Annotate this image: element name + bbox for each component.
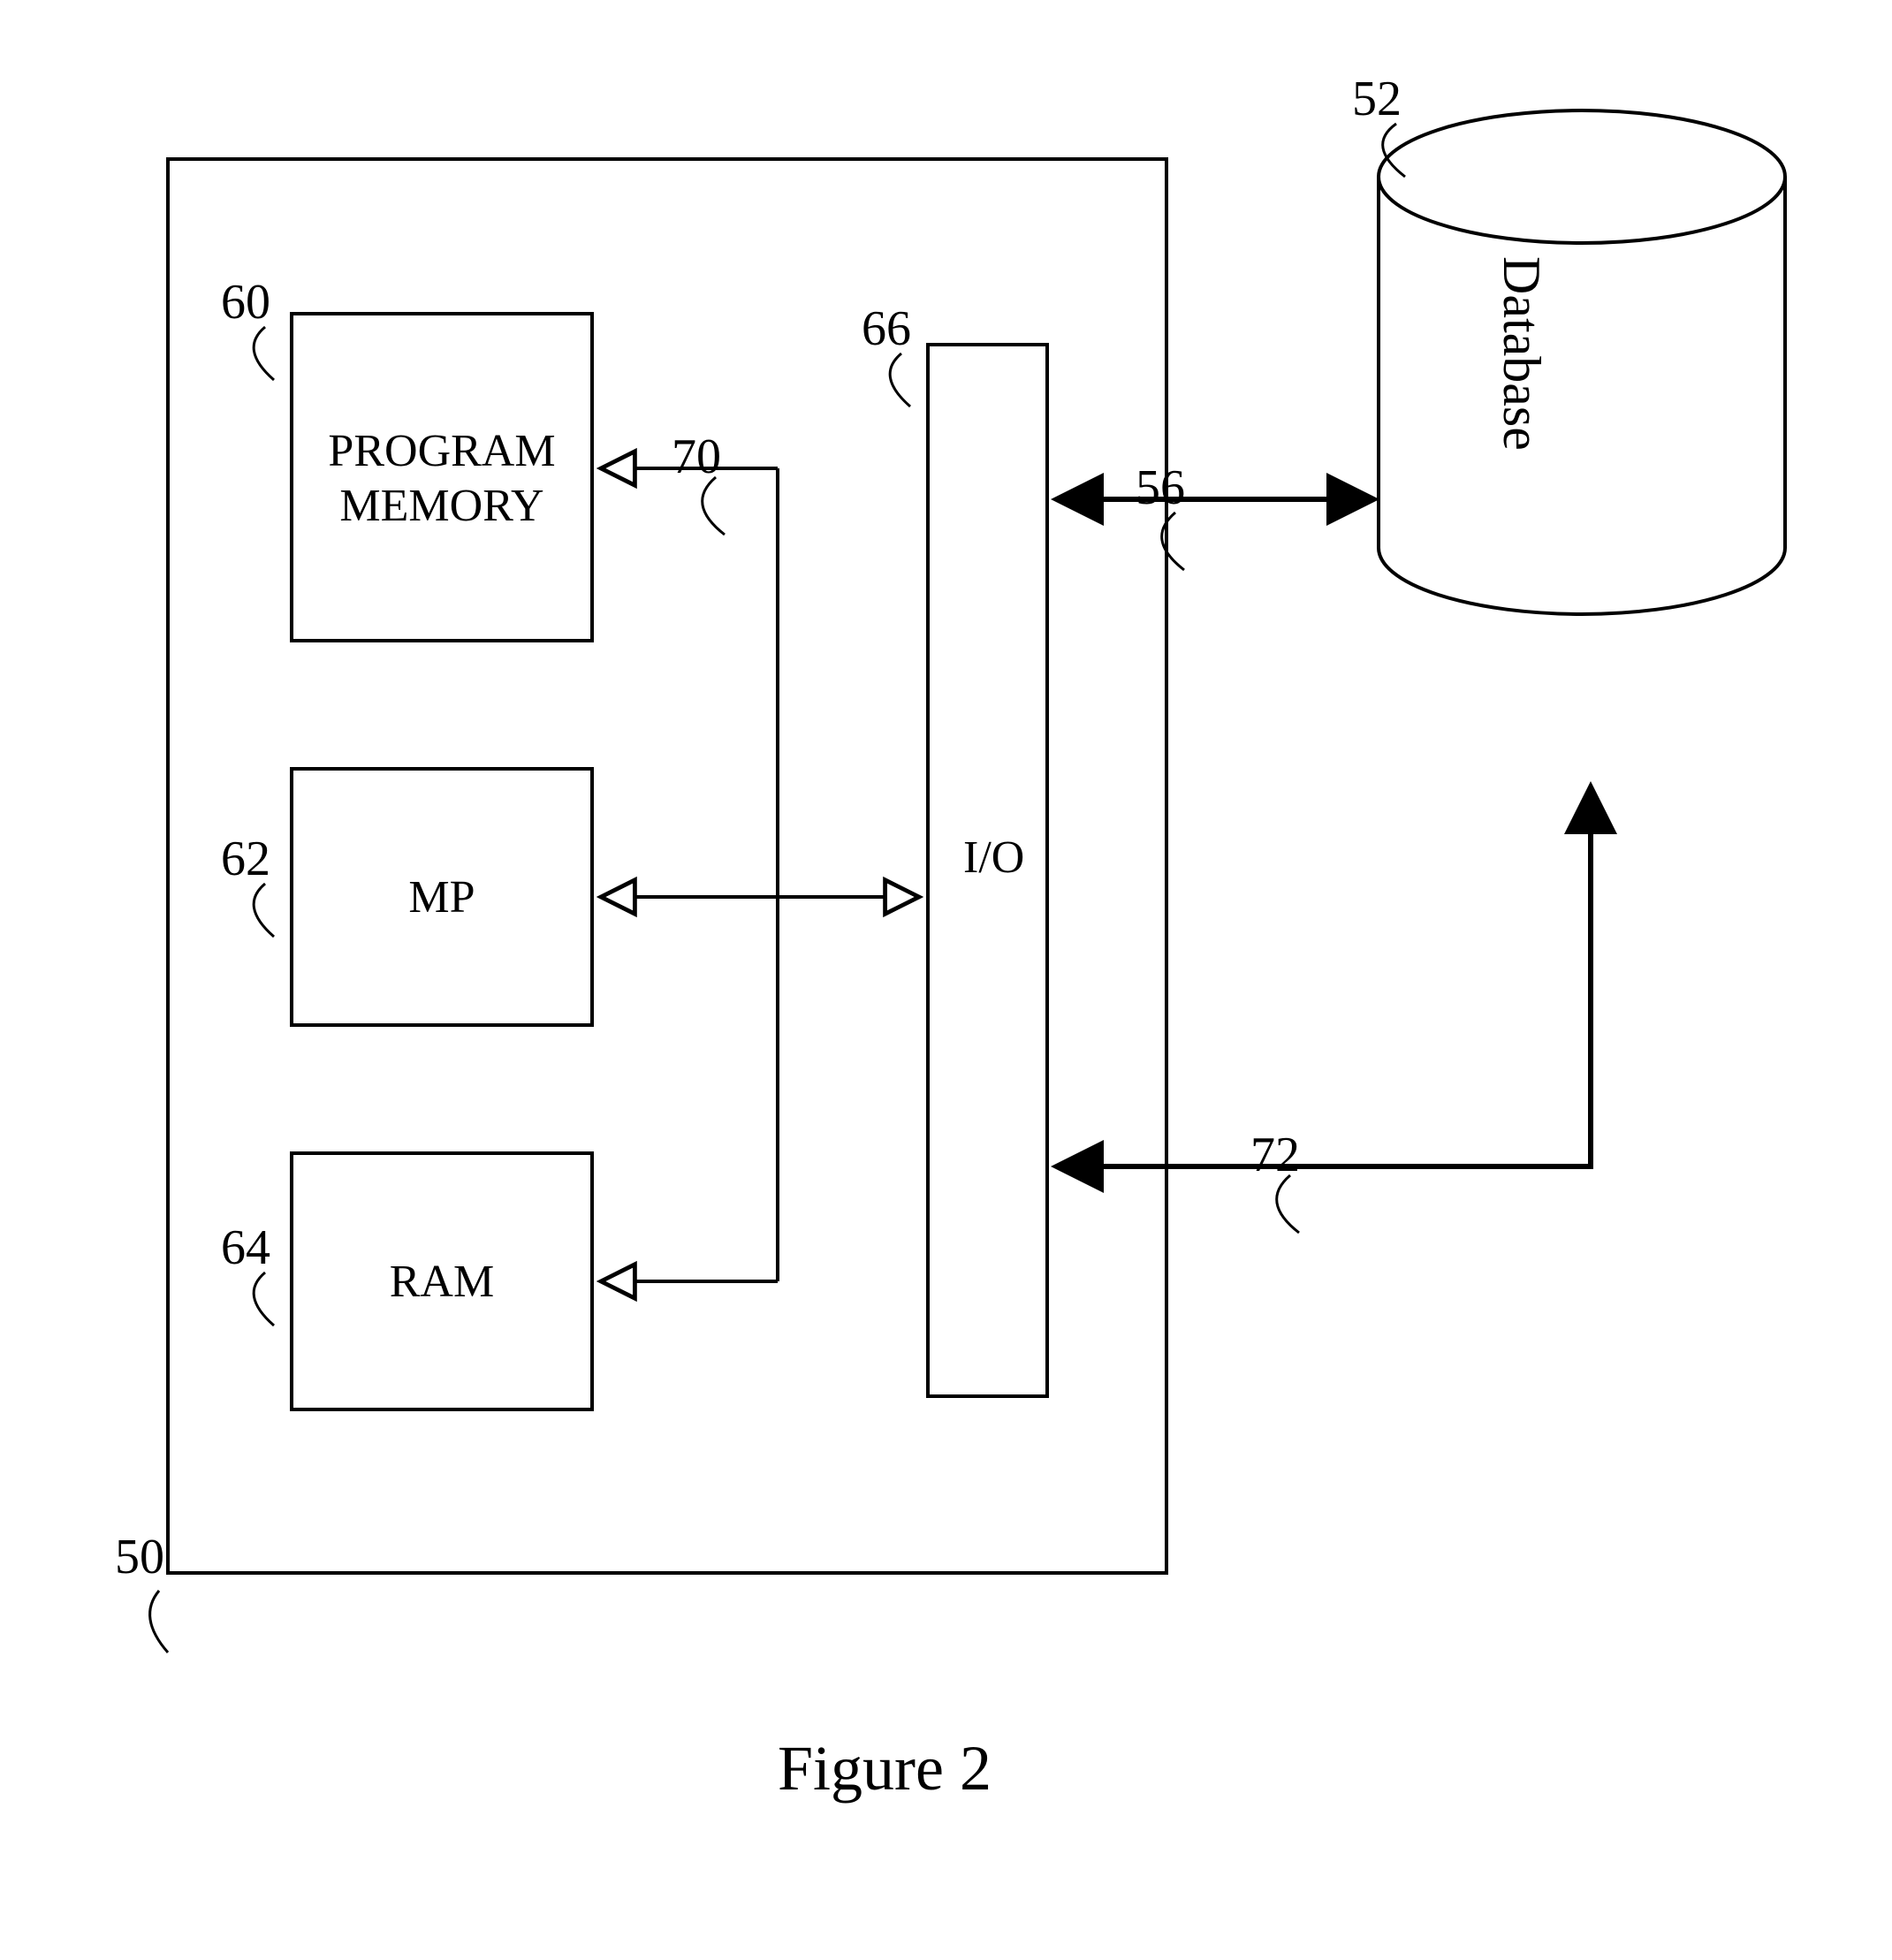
ram-label: RAM <box>292 1255 592 1310</box>
database-cylinder <box>1379 110 1785 614</box>
ref-70: 70 <box>672 429 721 485</box>
ref-72: 72 <box>1250 1127 1300 1183</box>
mp-label: MP <box>292 870 592 925</box>
link-72 <box>1056 786 1591 1166</box>
ref-52: 52 <box>1352 71 1402 127</box>
ref-62: 62 <box>221 831 270 887</box>
database-label: Database <box>1490 256 1554 521</box>
ref-60: 60 <box>221 274 270 330</box>
diagram-svg <box>0 0 1892 1960</box>
ref-56: 56 <box>1136 460 1185 516</box>
figure-caption: Figure 2 <box>778 1732 992 1805</box>
ref-64: 64 <box>221 1219 270 1276</box>
internal-bus <box>601 468 919 1281</box>
io-label: I/O <box>963 831 1016 885</box>
program-memory-label: PROGRAM MEMORY <box>292 424 592 535</box>
ref-50: 50 <box>115 1529 164 1585</box>
ref-66: 66 <box>862 300 911 357</box>
